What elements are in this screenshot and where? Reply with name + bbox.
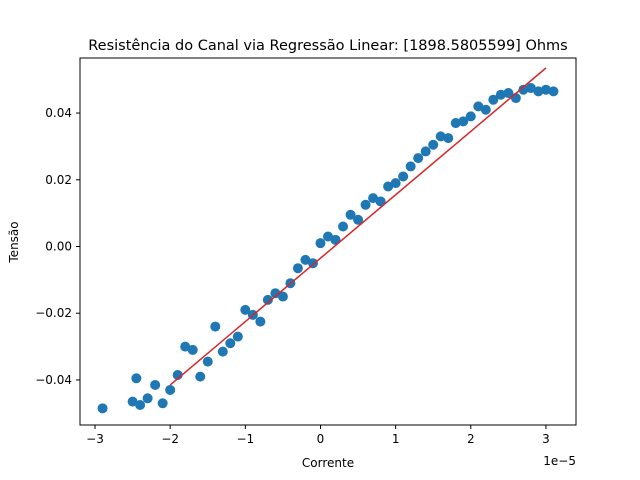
y-tick-label: −0.04 bbox=[35, 373, 72, 387]
scatter-point-58 bbox=[548, 86, 559, 97]
scatter-point-40 bbox=[413, 153, 424, 164]
scatter-point-22 bbox=[277, 291, 288, 302]
y-tick-label: 0.00 bbox=[45, 240, 72, 254]
scatter-point-3 bbox=[135, 399, 146, 410]
scatter-point-41 bbox=[420, 146, 431, 157]
scatter-point-46 bbox=[458, 116, 469, 127]
regression-line bbox=[169, 67, 547, 386]
scatter-point-28 bbox=[323, 231, 333, 242]
scatter-point-12 bbox=[202, 356, 213, 367]
scatter-point-51 bbox=[495, 89, 506, 100]
scatter-point-6 bbox=[157, 398, 168, 409]
scatter-point-50 bbox=[488, 94, 499, 105]
scatter-point-53 bbox=[510, 93, 521, 104]
scatter-point-30 bbox=[338, 221, 349, 232]
y-tick-label: −0.02 bbox=[35, 306, 72, 320]
scatter-point-5 bbox=[150, 379, 161, 390]
scatter-point-44 bbox=[443, 133, 454, 144]
scatter-point-42 bbox=[428, 139, 439, 150]
x-tick-label: 0 bbox=[317, 432, 325, 446]
plot-frame bbox=[79, 57, 577, 426]
y-axis-ticks: −0.04 −0.02 0.00 0.02 0.04 bbox=[35, 106, 80, 387]
x-tick-label: −1 bbox=[236, 432, 254, 446]
scatter-point-7 bbox=[165, 384, 176, 395]
scatter-series bbox=[97, 83, 559, 414]
scatter-point-4 bbox=[142, 393, 153, 404]
y-axis-label: Tensão bbox=[7, 221, 21, 263]
scatter-point-24 bbox=[292, 263, 303, 274]
scatter-point-55 bbox=[525, 83, 536, 94]
scatter-point-57 bbox=[540, 84, 551, 95]
scatter-point-29 bbox=[330, 234, 341, 245]
x-tick-label: −2 bbox=[161, 432, 179, 446]
scatter-point-37 bbox=[390, 178, 401, 189]
x-tick-label: 2 bbox=[467, 432, 475, 446]
x-tick-label: 3 bbox=[542, 432, 550, 446]
scatter-point-52 bbox=[503, 88, 514, 99]
scatter-point-35 bbox=[375, 196, 386, 207]
scatter-point-21 bbox=[270, 288, 281, 299]
x-tick-label: −3 bbox=[86, 432, 104, 446]
scatter-point-2 bbox=[131, 373, 142, 384]
scatter-point-1 bbox=[127, 396, 138, 407]
regression-line-series bbox=[169, 67, 547, 386]
scatter-point-19 bbox=[255, 316, 266, 327]
scatter-point-13 bbox=[210, 321, 221, 332]
x-axis-ticks: −3 −2 −1 0 1 2 3 bbox=[86, 425, 550, 446]
scatter-point-34 bbox=[368, 193, 379, 204]
scatter-point-11 bbox=[195, 371, 206, 382]
scatter-point-10 bbox=[187, 344, 198, 355]
scatter-point-27 bbox=[315, 238, 326, 249]
scatter-point-17 bbox=[240, 304, 251, 315]
scatter-point-43 bbox=[435, 131, 446, 142]
scatter-point-54 bbox=[518, 84, 529, 95]
scatter-point-48 bbox=[473, 101, 484, 112]
scatter-point-15 bbox=[225, 338, 236, 349]
scatter-point-39 bbox=[405, 161, 416, 172]
x-tick-label: 1 bbox=[392, 432, 400, 446]
x-axis-label: Corrente bbox=[302, 456, 354, 470]
scatter-point-32 bbox=[353, 214, 364, 225]
scatter-point-47 bbox=[465, 111, 476, 122]
scatter-point-56 bbox=[533, 86, 544, 97]
scatter-point-0 bbox=[97, 403, 108, 414]
scatter-point-14 bbox=[217, 346, 228, 357]
chart-title: Resistência do Canal via Regressão Linea… bbox=[88, 38, 567, 54]
scatter-point-20 bbox=[262, 294, 273, 305]
scatter-point-33 bbox=[360, 199, 371, 210]
x-offset-label: 1e−5 bbox=[543, 454, 576, 468]
scatter-point-25 bbox=[300, 254, 311, 265]
scatter-point-45 bbox=[450, 118, 461, 129]
scatter-point-16 bbox=[232, 331, 243, 342]
scatter-point-9 bbox=[180, 341, 191, 352]
scatter-point-36 bbox=[383, 181, 394, 192]
y-tick-label: 0.04 bbox=[45, 106, 72, 120]
scatter-point-31 bbox=[345, 209, 356, 220]
scatter-point-49 bbox=[480, 104, 491, 115]
scatter-point-38 bbox=[398, 171, 409, 182]
y-tick-label: 0.02 bbox=[45, 173, 72, 187]
